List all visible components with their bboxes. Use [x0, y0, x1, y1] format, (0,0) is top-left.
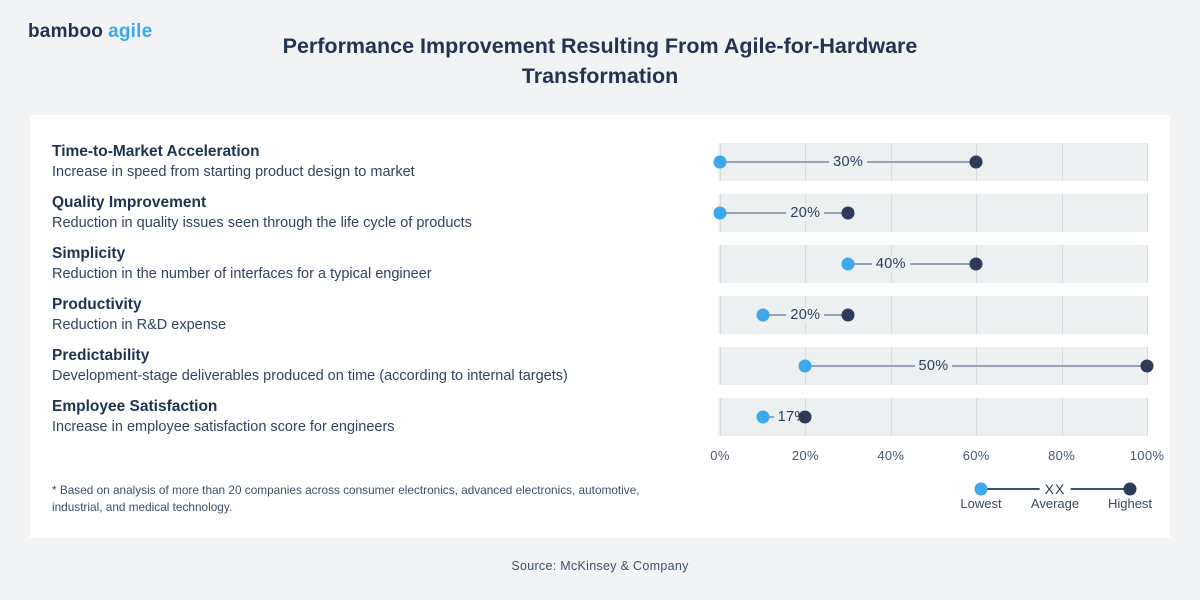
range-line: [805, 365, 1147, 367]
category-description: Increase in speed from starting product …: [52, 164, 415, 180]
legend-lowest-dot: [974, 482, 988, 496]
category-description: Reduction in quality issues seen through…: [52, 215, 472, 231]
highest-dot: [841, 206, 855, 220]
lowest-dot: [841, 257, 855, 271]
category-label: Simplicity: [52, 245, 126, 262]
average-value-label: 30%: [829, 154, 868, 170]
category-label: Employee Satisfaction: [52, 398, 218, 415]
gridline: [1061, 398, 1063, 436]
category-description: Reduction in R&D expense: [52, 317, 227, 333]
average-value-label: 20%: [786, 307, 825, 323]
chart-title-line2: Transformation: [521, 64, 679, 88]
row-band: 50%: [718, 347, 1154, 385]
category-label: Predictability: [52, 347, 150, 364]
lowest-dot: [756, 308, 770, 322]
chart-card: Time-to-Market Acceleration Increase in s…: [30, 115, 1170, 538]
chart-title: Performance Improvement Resulting From A…: [0, 31, 1200, 91]
row-band: 17%: [718, 398, 1148, 436]
row-band: 40%: [718, 245, 1148, 283]
highest-dot: [798, 410, 812, 424]
gridline: [1061, 143, 1063, 181]
gridline: [1147, 194, 1148, 232]
average-value-label: 40%: [871, 256, 910, 272]
gridline: [1147, 143, 1148, 181]
row-band: 30%: [713, 143, 1148, 181]
legend-lowest-label: Lowest: [960, 496, 1002, 511]
gridline: [976, 194, 978, 232]
category-label: Quality Improvement: [52, 194, 207, 211]
chart-title-line1: Performance Improvement Resulting From A…: [282, 34, 918, 58]
gridline: [1061, 296, 1063, 334]
gridline: [1147, 398, 1148, 436]
gridline: [720, 398, 721, 436]
gridline: [720, 347, 721, 385]
lowest-dot: [756, 410, 770, 424]
axis-tick-label: 100%: [1129, 448, 1165, 463]
gridline: [805, 245, 807, 283]
average-value-label: 50%: [914, 358, 953, 374]
range-line: [848, 263, 977, 265]
category-label: Time-to-Market Acceleration: [52, 143, 260, 160]
legend-average-symbol: XX: [1039, 481, 1071, 497]
category-text: Quality Improvement Reduction in quality …: [52, 192, 702, 233]
gridline: [890, 296, 892, 334]
axis-tick-label: 0%: [710, 448, 730, 463]
category-description: Reduction in the number of interfaces fo…: [52, 266, 432, 282]
gridline: [1061, 194, 1063, 232]
legend-highest-label: Highest: [1107, 496, 1153, 511]
category-text: Predictability Development-stage delivera…: [52, 345, 702, 386]
lowest-dot: [798, 359, 812, 373]
gridline: [890, 398, 892, 436]
axis-tick-label: 60%: [962, 448, 990, 463]
average-value-label: 20%: [786, 205, 825, 221]
axis-tick-label: 40%: [877, 448, 905, 463]
highest-dot: [841, 308, 855, 322]
legend: XX Lowest Average Highest: [950, 481, 1160, 525]
legend-highest-dot: [1123, 482, 1137, 496]
highest-dot: [969, 257, 983, 271]
axis-tick-label: 20%: [791, 448, 819, 463]
category-text: Employee Satisfaction Increase in employe…: [52, 396, 702, 437]
gridline: [1147, 245, 1148, 283]
legend-average-label: Average: [1030, 496, 1080, 511]
footnote: * Based on analysis of more than 20 comp…: [52, 483, 640, 514]
category-text: Productivity Reduction in R&D expense: [52, 294, 702, 335]
gridline: [976, 398, 978, 436]
range-line: [720, 212, 849, 214]
source-caption: Source: McKinsey & Company: [511, 559, 689, 573]
row-band: 20%: [713, 194, 1148, 232]
gridline: [720, 296, 721, 334]
lowest-dot: [713, 155, 727, 169]
gridline: [1147, 296, 1148, 334]
category-description: Increase in employee satisfaction score …: [52, 419, 395, 435]
brand-logo: bamboo agile: [28, 21, 152, 43]
category-text: Simplicity Reduction in the number of int…: [52, 243, 702, 284]
gridline: [1061, 245, 1063, 283]
lowest-dot: [713, 206, 727, 220]
category-label: Productivity: [52, 296, 142, 313]
brand-logo-part1: bamboo: [28, 21, 104, 42]
gridline: [720, 245, 721, 283]
highest-dot: [1140, 359, 1154, 373]
row-band: 20%: [718, 296, 1148, 334]
brand-logo-part2: agile: [108, 21, 153, 42]
category-text: Time-to-Market Acceleration Increase in s…: [52, 141, 702, 182]
gridline: [890, 194, 892, 232]
axis-tick-label: 80%: [1048, 448, 1076, 463]
category-description: Development-stage deliverables produced …: [52, 368, 568, 384]
highest-dot: [969, 155, 983, 169]
gridline: [976, 296, 978, 334]
